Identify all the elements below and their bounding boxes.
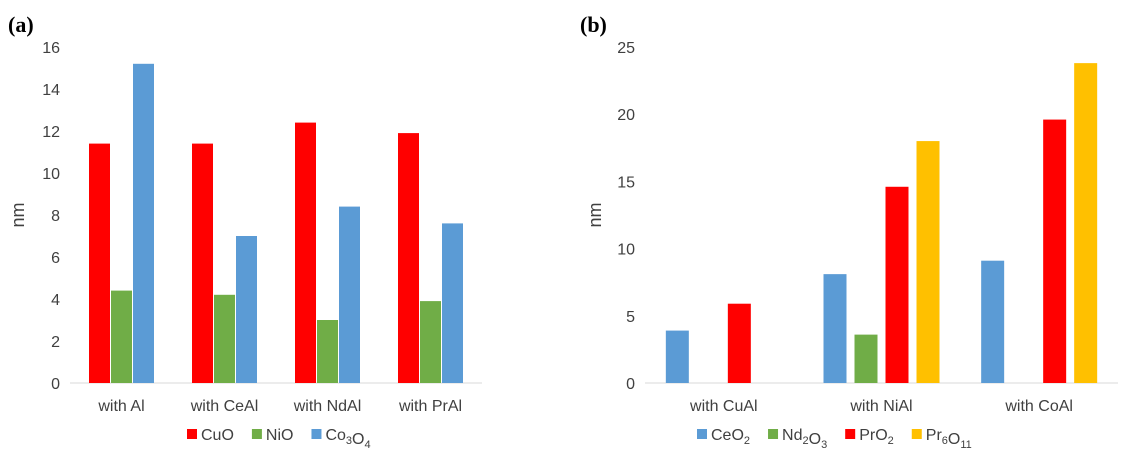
bar-pro2-3: [1043, 119, 1067, 384]
bar-ceo2-3: [981, 260, 1005, 383]
legend-swatch: [697, 429, 707, 439]
legend-swatch: [845, 429, 856, 439]
x-tick-label: with NdAl: [293, 398, 362, 415]
legend-label: CeO2: [711, 427, 750, 447]
x-tick-label: with CeAl: [190, 398, 259, 415]
legend-label: Nd2O3: [782, 427, 827, 450]
bar-ceo2-2: [823, 274, 847, 383]
y-tick-label: 8: [51, 208, 60, 225]
panel-a: (a) nm 0 2 4 6 8 10 12 14 16 with Al with CeAl with N…: [8, 12, 482, 450]
legend-swatch: [251, 429, 262, 439]
bar-ceo2-1: [665, 330, 689, 383]
legend-label: PrO2: [859, 427, 894, 447]
bar-co3o4-3: [339, 206, 360, 383]
x-tick-label: with CoAl: [1004, 398, 1073, 415]
y-tick-label: 10: [617, 242, 635, 259]
y-tick-label: 10: [42, 166, 60, 183]
bar-co3o4-4: [442, 223, 463, 383]
legend-swatch: [911, 429, 922, 439]
y-tick-label: 16: [42, 40, 60, 57]
y-tick-label: 6: [51, 250, 60, 267]
y-tick-label: 0: [626, 376, 635, 393]
bar-pr6o11-2: [916, 141, 940, 383]
y-tick-label: 14: [42, 82, 60, 99]
y-tick-label: 12: [42, 124, 60, 141]
bar-cuo-1: [89, 143, 110, 383]
panel-label: (a): [8, 12, 34, 37]
y-tick-label: 4: [51, 292, 60, 309]
bar-co3o4-2: [236, 236, 257, 383]
x-tick-label: with CuAl: [689, 398, 758, 415]
bar-pro2-2: [885, 186, 909, 383]
legend-swatch: [768, 429, 779, 439]
panel-b: (b) nm 0 5 10 15 20 25 with CuAl with NiAl with Co…: [580, 12, 1118, 450]
bar-nio-2: [214, 294, 235, 383]
legend-label: Co3O4: [325, 427, 370, 450]
legend-swatch: [311, 429, 322, 439]
bar-co3o4-1: [133, 63, 154, 384]
x-tick-label: with NiAl: [849, 398, 912, 415]
x-tick-label: with PrAl: [398, 398, 462, 415]
y-axis-label: nm: [585, 202, 605, 227]
y-tick-label: 15: [617, 174, 635, 191]
y-tick-label: 25: [617, 40, 635, 57]
y-tick-label: 0: [51, 376, 60, 393]
bar-cuo-3: [295, 122, 316, 383]
bar-nio-4: [420, 301, 441, 383]
y-axis-label: nm: [8, 202, 28, 227]
legend-label: Pr6O11: [926, 427, 972, 450]
y-tick-label: 20: [617, 107, 635, 124]
bar-cuo-4: [398, 133, 419, 383]
bar-pro2-1: [727, 303, 751, 383]
bar-pr6o11-3: [1074, 63, 1098, 384]
bar-nio-1: [111, 290, 132, 383]
y-tick-label: 2: [51, 334, 60, 351]
legend-label: NiO: [266, 427, 294, 444]
x-tick-label: with Al: [97, 398, 144, 415]
legend-label: CuO: [201, 427, 234, 444]
panel-label: (b): [580, 12, 607, 37]
y-tick-label: 5: [626, 309, 635, 326]
bar-nd2o3-2: [854, 334, 878, 383]
bar-nio-3: [317, 320, 338, 383]
legend-swatch: [187, 429, 197, 439]
bar-cuo-2: [192, 143, 213, 383]
